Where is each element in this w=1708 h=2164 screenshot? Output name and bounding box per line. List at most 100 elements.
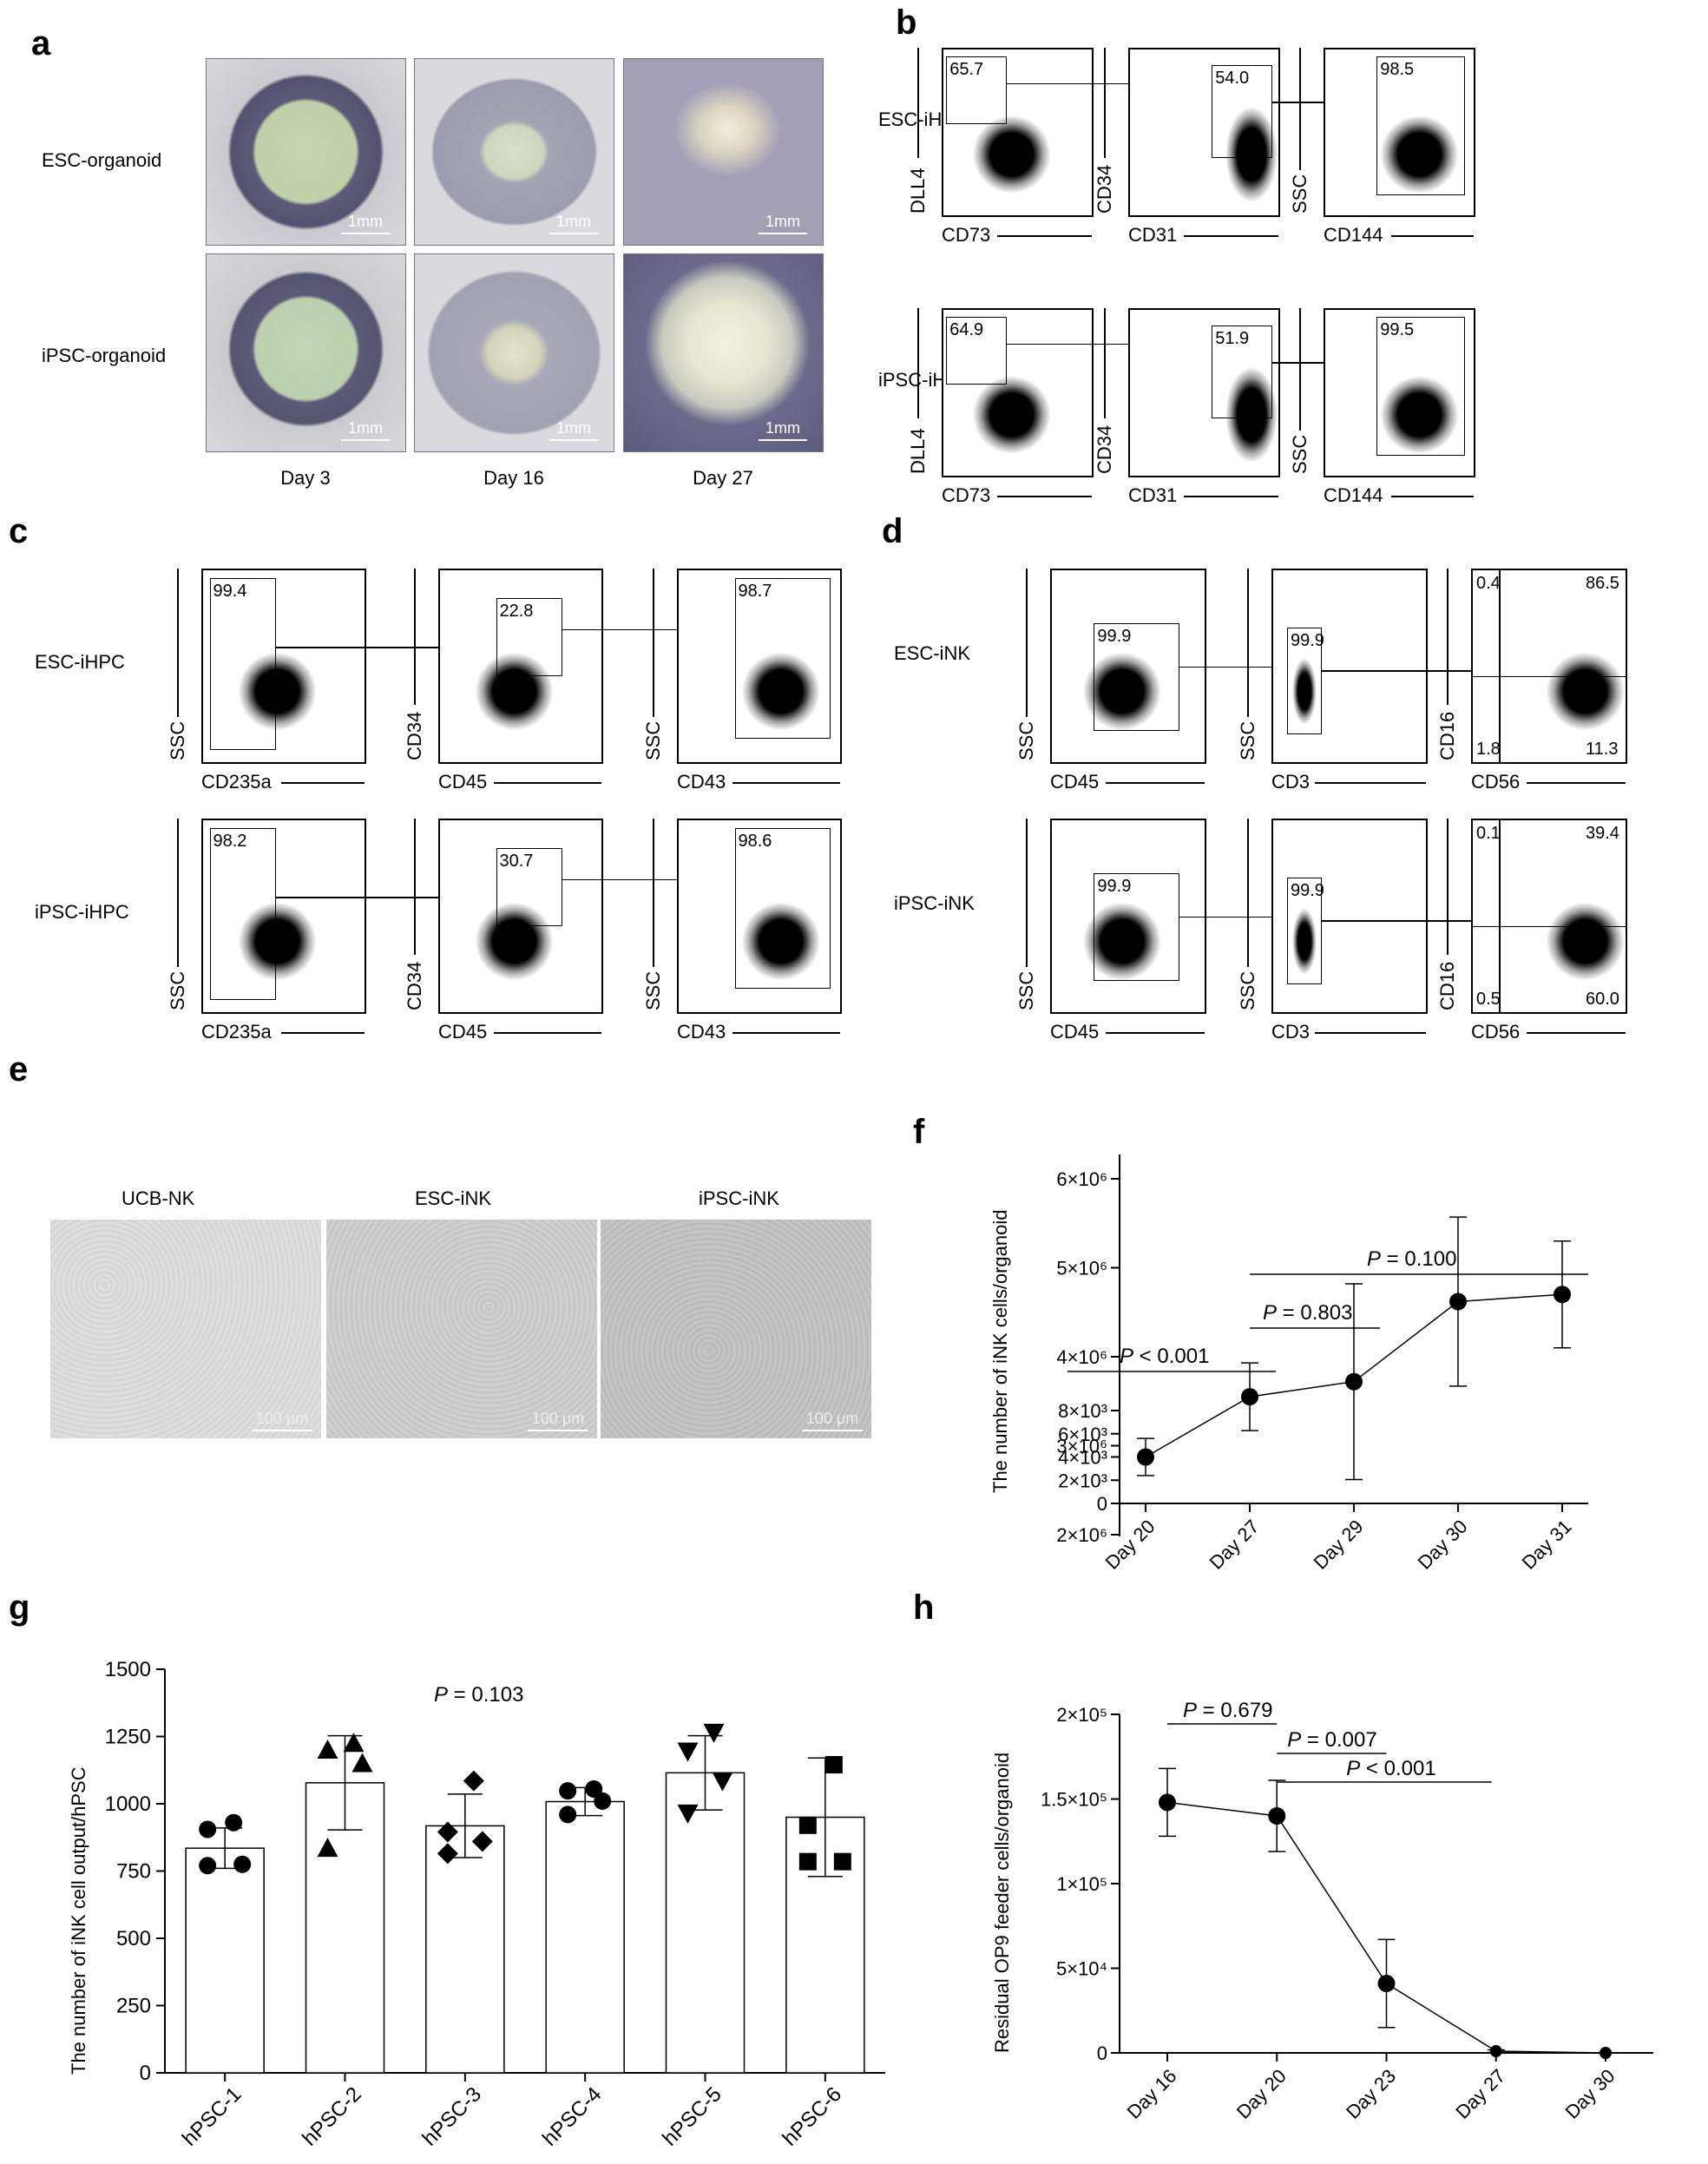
gate-value: 99.5 bbox=[1380, 319, 1415, 339]
x-axis-arrow bbox=[1315, 782, 1426, 784]
scale-label: 100 μm bbox=[805, 1410, 859, 1427]
x-axis-arrow bbox=[281, 782, 365, 784]
data-point bbox=[351, 1753, 373, 1773]
gate-arrow bbox=[275, 647, 438, 648]
y-axis-label: SSC bbox=[1237, 970, 1258, 1010]
gate-rect bbox=[1094, 623, 1180, 731]
scale-label: 1mm bbox=[556, 213, 591, 230]
y-axis-arrow bbox=[177, 819, 179, 967]
gate-rect bbox=[496, 597, 562, 676]
y-tick-label: 6×10³ bbox=[1058, 1424, 1107, 1445]
data-point bbox=[225, 1813, 243, 1832]
scale-label: 1mm bbox=[765, 213, 800, 230]
em-label-ucb-nk: UCB-NK bbox=[122, 1187, 195, 1209]
p-value-label: P = 0.803 bbox=[1263, 1301, 1352, 1325]
row-label-esc-organoid: ESC-organoid bbox=[42, 149, 162, 171]
flow-plot-d-0-1 bbox=[1271, 569, 1428, 764]
y-tick-label: 500 bbox=[116, 1927, 151, 1950]
gate-value: 99.9 bbox=[1097, 877, 1132, 896]
data-point bbox=[1137, 1448, 1154, 1466]
x-axis-label: CD73 bbox=[942, 484, 991, 506]
flow-plot-b-1-1 bbox=[1128, 308, 1280, 477]
data-point bbox=[594, 1792, 612, 1810]
gate-value: 99.9 bbox=[1097, 627, 1132, 646]
data-point bbox=[437, 1843, 458, 1865]
x-axis-arrow bbox=[494, 782, 601, 784]
gate-rect bbox=[209, 578, 276, 751]
x-tick-label: Day 20 bbox=[1101, 1516, 1159, 1574]
gate-rect bbox=[734, 828, 831, 989]
y-tick-label: 0 bbox=[1097, 2042, 1107, 2064]
gate-arrow bbox=[275, 897, 438, 898]
y-axis-label: SSC bbox=[1237, 720, 1258, 760]
data-point bbox=[1554, 1286, 1571, 1304]
bar bbox=[665, 1772, 746, 2074]
row-label-ipsc-ihpc: iPSC-iHPC bbox=[35, 901, 129, 923]
x-tick-label: Day 30 bbox=[1414, 1516, 1472, 1574]
p-value-label: P = 0.007 bbox=[1287, 1728, 1376, 1752]
y-axis-arrow bbox=[414, 569, 416, 705]
data-point bbox=[1159, 1793, 1176, 1812]
data-point bbox=[798, 1852, 817, 1871]
data-point bbox=[437, 1821, 458, 1843]
data-point bbox=[1489, 2045, 1502, 2058]
x-axis-arrow bbox=[997, 235, 1092, 237]
x-axis-arrow bbox=[1527, 1032, 1626, 1034]
data-point bbox=[712, 1772, 733, 1792]
y-tick-label: 2×10⁵ bbox=[1056, 1704, 1107, 1726]
y-tick-label: 1.5×10⁵ bbox=[1041, 1789, 1107, 1811]
y-axis-arrow bbox=[177, 569, 179, 717]
x-tick-label: Day 27 bbox=[1205, 1516, 1264, 1574]
gate-rect bbox=[946, 56, 1008, 124]
y-axis-arrow bbox=[1247, 569, 1249, 717]
data-point bbox=[317, 1838, 338, 1858]
quadrant-line-v bbox=[1499, 569, 1501, 764]
y-tick-label: 3×10⁶ bbox=[1056, 1436, 1107, 1457]
flow-plot-c-0-2 bbox=[677, 569, 842, 764]
y-axis-label: SSC bbox=[1015, 720, 1037, 760]
chart-f: 2×10⁶ 3×10⁶ 4×10⁶ 5×10⁶ 6×10⁶ 02×10³4×10³6×10… bbox=[989, 1154, 1588, 1574]
row-label-esc-ink: ESC-iNK bbox=[894, 642, 971, 664]
data-point bbox=[559, 1806, 577, 1824]
y-axis-label: SSC bbox=[1289, 434, 1311, 474]
bar bbox=[545, 1800, 625, 2074]
data-point bbox=[677, 1804, 699, 1824]
x-axis-arrow bbox=[732, 782, 840, 784]
day-label-27: Day 27 bbox=[693, 467, 753, 489]
y-axis-label: CD34 bbox=[404, 711, 425, 760]
x-axis-label: CD3 bbox=[1271, 1021, 1311, 1043]
y-axis-label: CD16 bbox=[1436, 961, 1458, 1010]
panel-label-h: h bbox=[913, 1588, 935, 1627]
y-tick-label: 4×10³ bbox=[1058, 1447, 1107, 1469]
data-point bbox=[1449, 1292, 1467, 1311]
x-axis-label: CD31 bbox=[1128, 224, 1178, 246]
y-axis-label: CD16 bbox=[1436, 711, 1458, 760]
y-axis-label: DLL4 bbox=[907, 168, 929, 214]
y-axis-arrow bbox=[1299, 48, 1301, 170]
y-axis-arrow bbox=[414, 819, 416, 955]
x-axis-arrow bbox=[1391, 235, 1474, 237]
data-point bbox=[1377, 1975, 1396, 1993]
y-tick-label: 250 bbox=[116, 1995, 151, 2018]
y-tick-label: 8×10³ bbox=[1058, 1400, 1107, 1422]
y-tick-label: 2×10⁶ bbox=[1056, 1524, 1107, 1546]
flow-plot-b-0-1 bbox=[1128, 48, 1280, 217]
x-tick-label: hPSC-1 bbox=[178, 2082, 246, 2151]
flow-plot-b-1-2 bbox=[1324, 308, 1475, 477]
y-axis-arrow bbox=[1104, 48, 1106, 158]
scale-label: 1mm bbox=[348, 213, 383, 230]
panel-label-g: g bbox=[9, 1588, 30, 1627]
gate-arrow bbox=[1321, 920, 1471, 922]
gate-arrow bbox=[1179, 916, 1271, 918]
x-axis-label: CD43 bbox=[677, 1021, 726, 1043]
flow-plot-c-0-1 bbox=[438, 569, 603, 764]
data-point bbox=[677, 1742, 699, 1762]
p-value-label: P = 0.103 bbox=[434, 1683, 523, 1707]
quadrant-line-h bbox=[1471, 925, 1627, 928]
scale-label: 100 μm bbox=[531, 1410, 585, 1427]
y-axis-label: SSC bbox=[642, 720, 664, 760]
flow-plot-c-1-1 bbox=[438, 819, 603, 1014]
gate-rect bbox=[1212, 325, 1273, 418]
quadrant-line-v bbox=[1499, 819, 1501, 1014]
organoid-photo-ipsc-day3: 1mm bbox=[206, 253, 406, 452]
